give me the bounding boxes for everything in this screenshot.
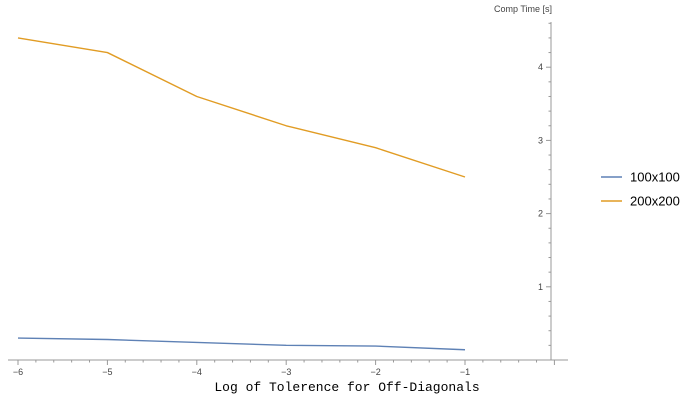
y-tick-label: 4 <box>538 62 543 72</box>
x-tick-label: −4 <box>192 367 202 377</box>
axes <box>8 22 568 361</box>
x-tick-label: −6 <box>13 367 23 377</box>
y-axis-label: Comp Time [s] <box>494 4 552 14</box>
x-axis-label: Log of Tolerence for Off-Diagonals <box>214 380 479 395</box>
x-tick-label: −1 <box>460 367 470 377</box>
legend-label: 200x200 <box>630 194 680 209</box>
series-lines <box>17 37 466 351</box>
x-tick-label: −5 <box>102 367 112 377</box>
legend: 100x100 200x200 <box>601 170 680 209</box>
x-tick-label: −3 <box>281 367 291 377</box>
axis-ticks: −6 −5 −4 −3 −2 −1 1 2 3 4 <box>13 22 555 377</box>
y-tick-label: 2 <box>538 209 543 219</box>
y-tick-label: 3 <box>538 135 543 145</box>
legend-label: 100x100 <box>630 170 680 185</box>
y-tick-label: 1 <box>538 282 543 292</box>
series-line-200x200 <box>17 37 466 178</box>
series-line-100x100 <box>17 337 466 351</box>
x-tick-label: −2 <box>370 367 380 377</box>
